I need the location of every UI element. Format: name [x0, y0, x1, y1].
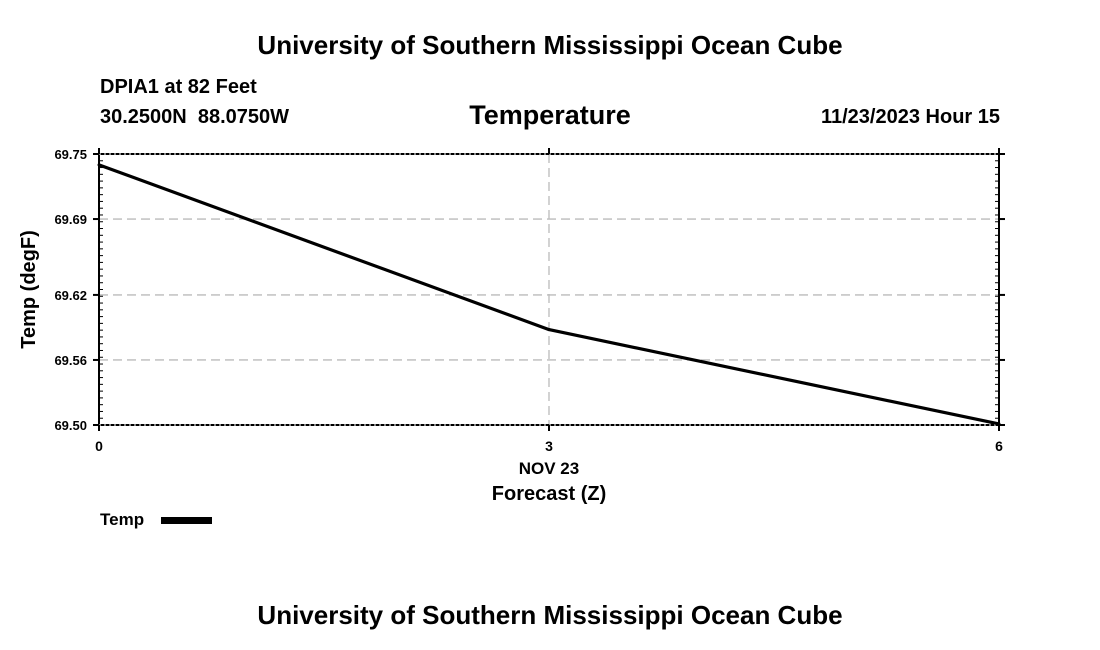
forecast-datetime: 11/23/2023 Hour 15: [820, 106, 1000, 128]
variable-title: Temperature: [469, 100, 631, 130]
x-axis-title: Forecast (Z): [492, 483, 606, 505]
y-tick-label: 69.69: [54, 212, 87, 227]
x-date-label: NOV 23: [519, 459, 579, 478]
data-point: [547, 328, 551, 332]
y-axis-title: Temp (degF): [18, 230, 40, 349]
y-tick-label: 69.56: [54, 353, 87, 368]
chart-title-top: University of Southern Mississippi Ocean…: [257, 30, 843, 60]
series-layer: [97, 163, 1001, 426]
ticks-layer: [93, 148, 1005, 431]
x-tick-label: 3: [545, 438, 553, 454]
legend-swatch: [161, 517, 212, 524]
data-point: [97, 163, 101, 167]
y-tick-label: 69.62: [54, 288, 87, 303]
data-point: [997, 422, 1001, 426]
x-tick-label: 0: [95, 438, 103, 454]
y-tick-label: 69.50: [54, 418, 87, 433]
grid-layer: [99, 154, 999, 425]
chart-title-bottom: University of Southern Mississippi Ocean…: [257, 600, 843, 630]
labels-layer: 69.50 69.56 69.62 69.69 69.75 0 3 6 NOV 23 Foreca…: [18, 147, 1003, 505]
station-label: DPIA1 at 82 Feet: [100, 76, 257, 98]
station-coordinates: 30.2500N 88.0750W: [100, 106, 290, 128]
y-tick-label: 69.75: [54, 147, 87, 162]
x-tick-label: 6: [995, 438, 1003, 454]
legend-label: Temp: [100, 510, 145, 529]
